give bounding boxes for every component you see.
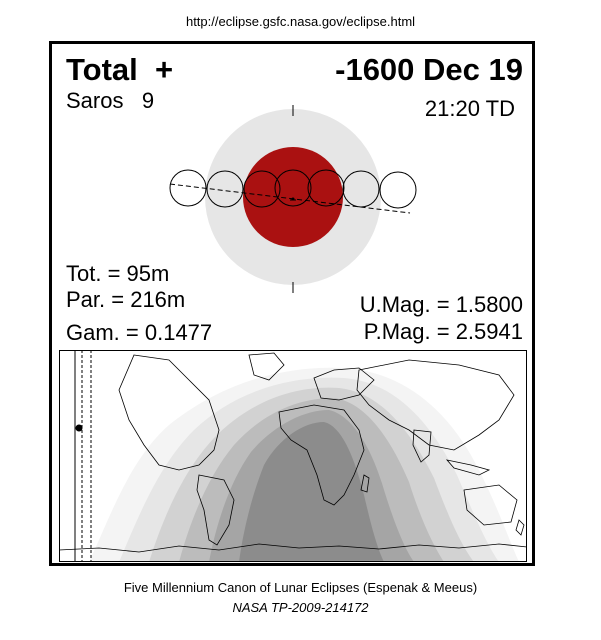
- moon-p1: [169, 169, 207, 207]
- new-zealand-outline: [515, 519, 525, 536]
- indonesia-outline: [445, 459, 491, 476]
- moon-greatest: [274, 169, 312, 207]
- eclipse-type-symbol: +: [154, 52, 174, 87]
- australia-outline: [463, 484, 518, 526]
- moon-u2: [243, 170, 281, 208]
- saros-series: Saros 9: [66, 88, 154, 114]
- source-url: http://eclipse.gsfc.nasa.gov/eclipse.htm…: [185, 14, 416, 29]
- eclipse-type: Total +: [66, 52, 173, 88]
- eclipse-type-label: Total: [66, 52, 138, 87]
- visibility-map: [59, 350, 527, 562]
- canon-credit: Five Millennium Canon of Lunar Eclipses …: [123, 580, 478, 595]
- map-border: [59, 350, 527, 562]
- madagascar-outline: [360, 474, 370, 493]
- umbral-visibility-region: [239, 422, 384, 562]
- south-america-outline: [196, 474, 235, 546]
- continent-outlines: [118, 352, 525, 546]
- moon-u4: [342, 170, 380, 208]
- moon-path-line: [169, 183, 411, 214]
- umbra-shadow: [243, 147, 343, 247]
- totality-duration: Tot. = 95m: [66, 261, 170, 286]
- africa-outline: [278, 404, 365, 506]
- eclipse-date: -1600 Dec 19: [335, 52, 523, 87]
- greenland-outline: [248, 352, 285, 381]
- nasa-publication-id: NASA TP-2009-214172: [232, 600, 369, 615]
- saros-label: Saros: [66, 88, 124, 113]
- moon-u3: [307, 169, 345, 207]
- moon-positions: [169, 169, 417, 209]
- penumbral-magnitude: P.Mag. = 2.5941: [363, 319, 523, 344]
- antarctica-coast: [59, 543, 527, 553]
- moon-u1: [206, 170, 244, 208]
- eclipse-figure-frame: [49, 41, 535, 566]
- umbral-magnitude: U.Mag. = 1.5800: [359, 292, 523, 317]
- moon-p4: [379, 171, 417, 209]
- india-outline: [412, 429, 432, 463]
- eclipse-time: 21:20 TD: [424, 96, 515, 121]
- shadow-diagram: [169, 105, 417, 293]
- north-america-outline: [118, 354, 220, 471]
- asia-outline: [356, 359, 515, 451]
- gamma-value: Gam. = 0.1477: [66, 320, 213, 345]
- partial-duration: Par. = 216m: [66, 287, 186, 312]
- sub-lunar-point: [75, 424, 83, 432]
- saros-number: 9: [141, 88, 155, 113]
- europe-outline: [313, 367, 375, 401]
